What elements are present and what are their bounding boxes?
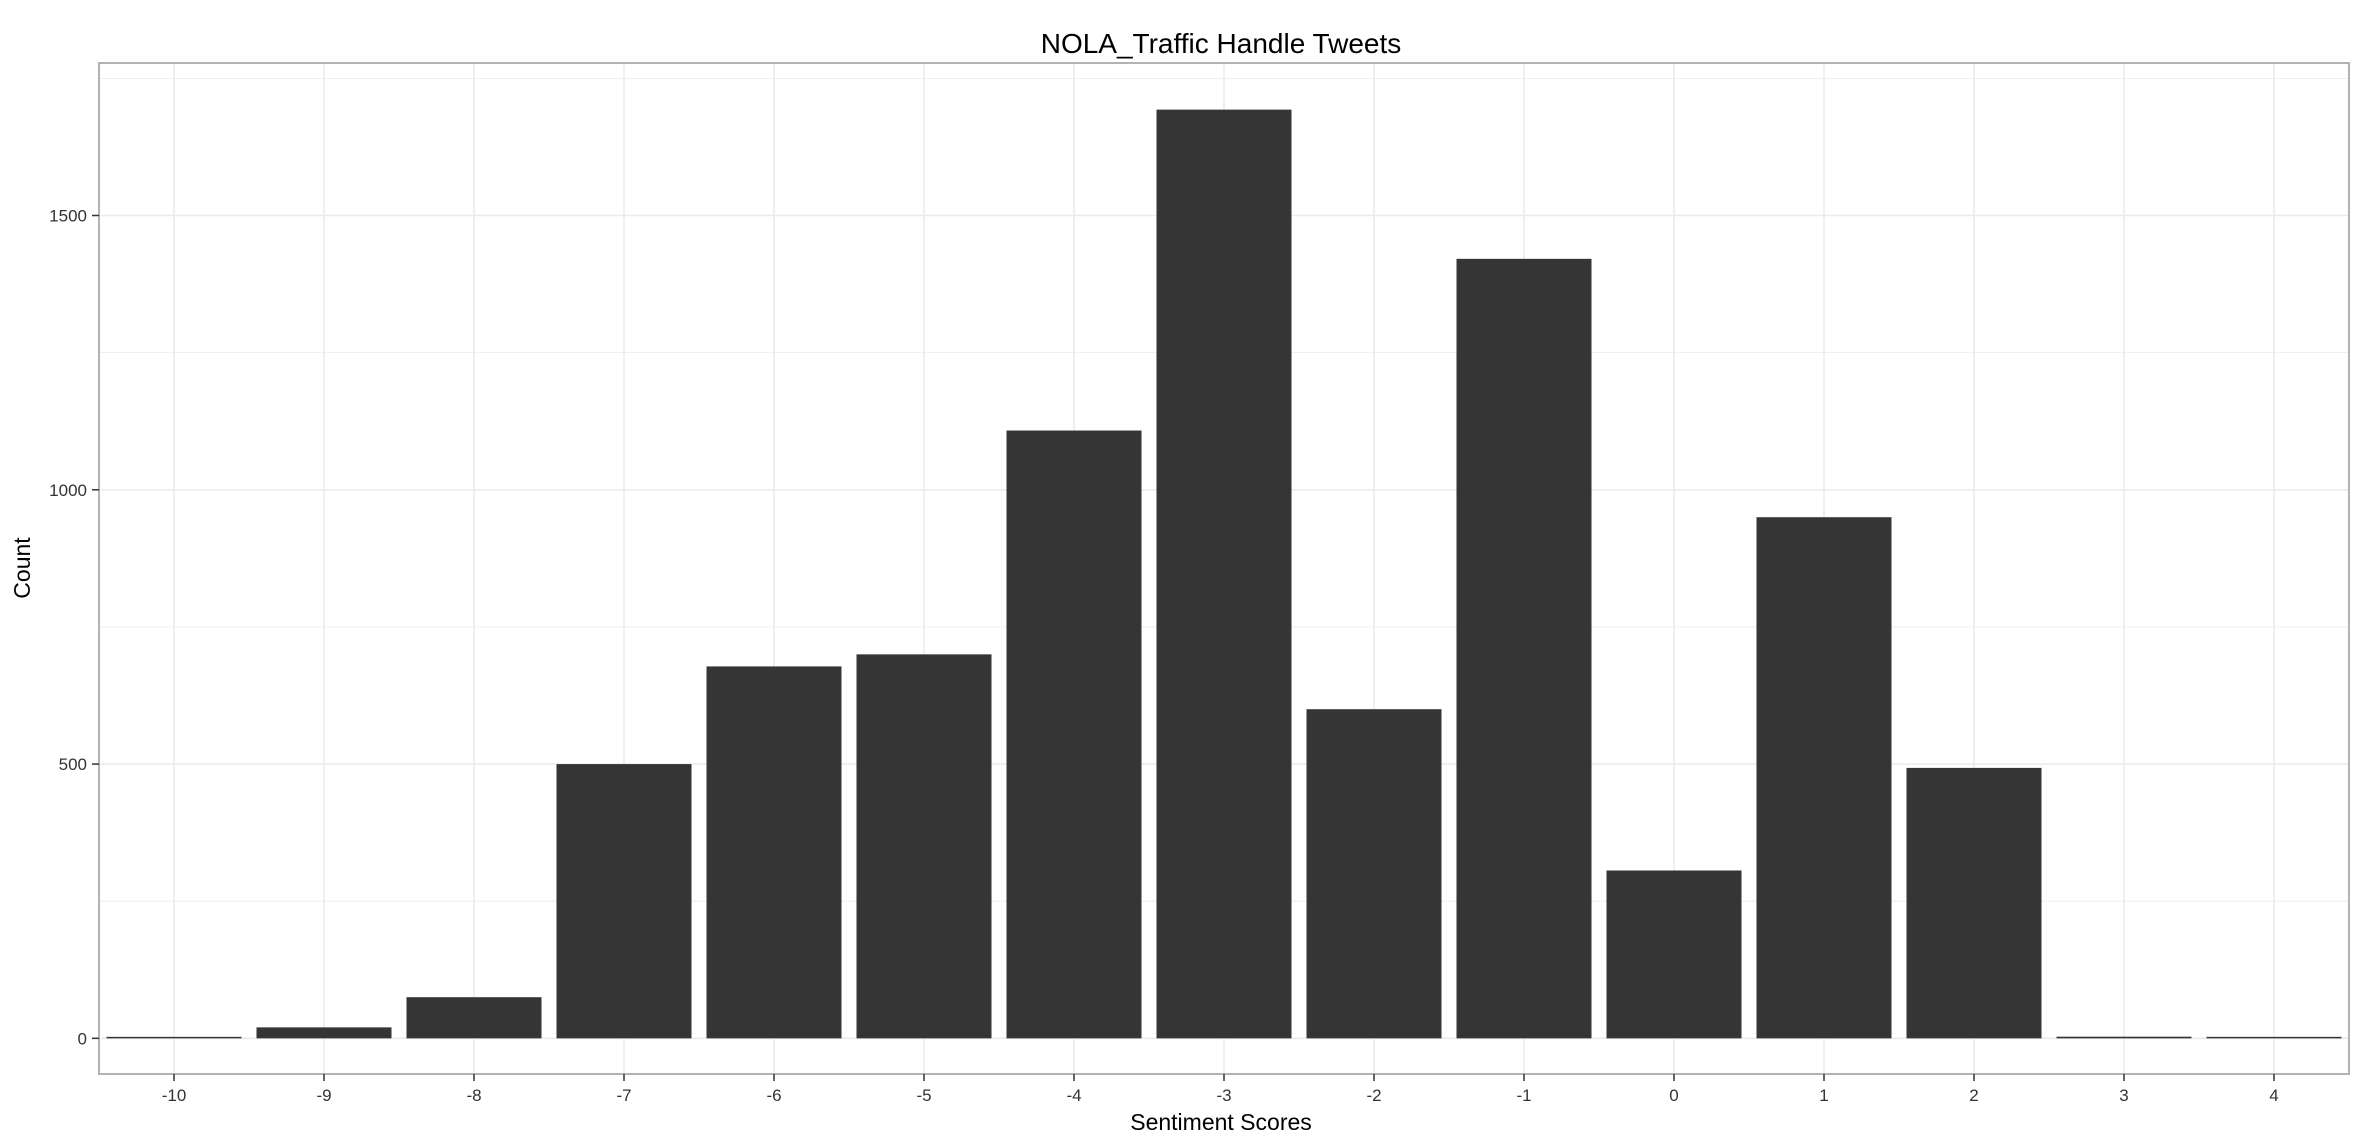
x-tick-label: -5	[916, 1086, 931, 1105]
bar-score--7	[556, 764, 692, 1039]
x-tick-label: -1	[1516, 1086, 1531, 1105]
x-tick-label: 3	[2119, 1086, 2128, 1105]
bar-score--1	[1456, 258, 1592, 1039]
x-axis: -10 -9 -8 -7 -6 -5 -4 -3 -2 -1 0 1 2 3 4	[162, 1074, 2279, 1105]
x-tick-label: 4	[2269, 1086, 2278, 1105]
x-tick-label: -4	[1066, 1086, 1081, 1105]
x-tick-label: -9	[316, 1086, 331, 1105]
bar-score-1	[1756, 517, 1892, 1039]
bar-score--6	[706, 666, 842, 1039]
x-tick-label: 1	[1819, 1086, 1828, 1105]
x-tick-label: -10	[162, 1086, 187, 1105]
bars	[106, 109, 2342, 1039]
chart-title: NOLA_Traffic Handle Tweets	[1041, 28, 1402, 59]
y-axis-title: Count	[9, 537, 35, 599]
bar-score-3	[2056, 1036, 2192, 1039]
bar-score--10	[106, 1036, 242, 1039]
bar-score--5	[856, 654, 992, 1039]
bar-score--9	[256, 1027, 392, 1039]
x-tick-label: -8	[466, 1086, 481, 1105]
x-tick-label: 2	[1969, 1086, 1978, 1105]
x-tick-label: -3	[1216, 1086, 1231, 1105]
y-axis: 0 500 1000 1500	[49, 207, 99, 1048]
x-tick-label: -2	[1366, 1086, 1381, 1105]
bar-score--3	[1156, 109, 1292, 1039]
x-tick-label: -6	[766, 1086, 781, 1105]
bar-score-2	[1906, 767, 2042, 1039]
bar-score--2	[1306, 709, 1442, 1039]
bar-score-4	[2206, 1036, 2342, 1039]
bar-score--8	[406, 997, 542, 1039]
y-tick-label: 500	[59, 755, 87, 774]
y-tick-label: 1500	[49, 207, 87, 226]
bar-score--4	[1006, 430, 1142, 1039]
x-axis-title: Sentiment Scores	[1130, 1109, 1312, 1135]
x-tick-label: 0	[1669, 1086, 1678, 1105]
y-tick-label: 1000	[49, 481, 87, 500]
x-tick-label: -7	[616, 1086, 631, 1105]
y-tick-label: 0	[78, 1029, 87, 1048]
bar-score-0	[1606, 870, 1742, 1039]
